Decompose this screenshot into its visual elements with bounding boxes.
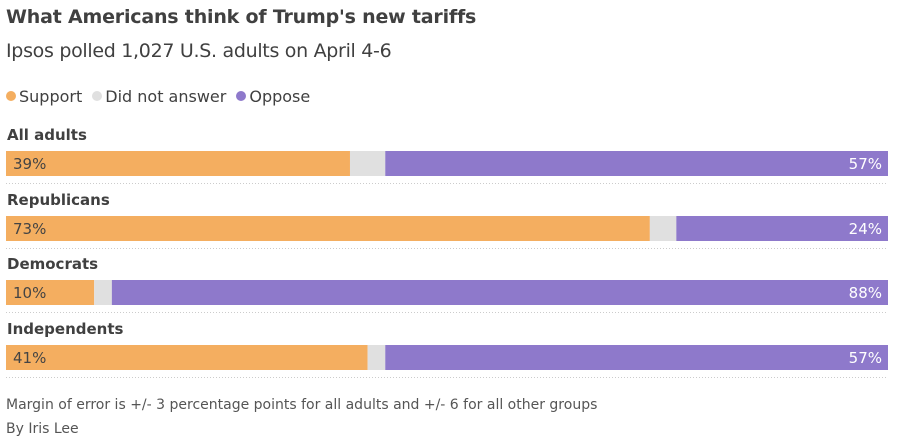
data-label-democrats-oppose: 88%: [849, 284, 882, 302]
category-label-all-adults: All adults: [7, 126, 87, 144]
bar-democrats-support: [6, 280, 95, 305]
legend-label-support: Support: [19, 86, 83, 106]
bar-democrats-oppose: [111, 280, 889, 305]
chart-title: What Americans think of Trump's new tari…: [6, 6, 477, 28]
category-label-independents: Independents: [7, 320, 124, 338]
data-label-independents-support: 41%: [13, 349, 46, 367]
data-label-all-adults-support: 39%: [13, 155, 46, 173]
chart-subtitle: Ipsos polled 1,027 U.S. adults on April …: [6, 40, 392, 62]
bar-republicans-oppose: [676, 216, 888, 241]
data-label-republicans-support: 73%: [13, 220, 46, 238]
legend-item-support: Support: [6, 87, 82, 106]
bar-independents-support: [6, 345, 368, 370]
bar-independents-did-not-answer: [367, 345, 386, 370]
legend-label-oppose: Oppose: [249, 86, 311, 106]
data-label-all-adults-oppose: 57%: [849, 155, 882, 173]
legend: Support Did not answer Oppose: [6, 85, 320, 107]
bar-democrats-did-not-answer: [94, 280, 112, 305]
data-label-democrats-support: 10%: [13, 284, 46, 302]
data-label-republicans-oppose: 24%: [849, 220, 882, 238]
bar-republicans-did-not-answer: [649, 216, 677, 241]
bar-republicans-support: [6, 216, 650, 241]
legend-swatch-oppose: [236, 91, 247, 101]
legend-swatch-did-not-answer: [92, 91, 103, 101]
bar-all-adults-did-not-answer: [349, 151, 386, 176]
bar-independents-oppose: [385, 345, 888, 370]
data-label-independents-oppose: 57%: [849, 349, 882, 367]
footnote: Margin of error is +/- 3 percentage poin…: [6, 397, 598, 413]
category-label-democrats: Democrats: [7, 255, 98, 273]
bar-all-adults-support: [6, 151, 350, 176]
bar-all-adults-oppose: [385, 151, 888, 176]
legend-item-did-not-answer: Did not answer: [92, 87, 226, 106]
legend-swatch-support: [6, 91, 16, 101]
legend-item-oppose: Oppose: [236, 87, 310, 106]
category-label-republicans: Republicans: [7, 191, 110, 209]
legend-label-did-not-answer: Did not answer: [105, 86, 227, 106]
byline: By Iris Lee: [6, 421, 79, 437]
